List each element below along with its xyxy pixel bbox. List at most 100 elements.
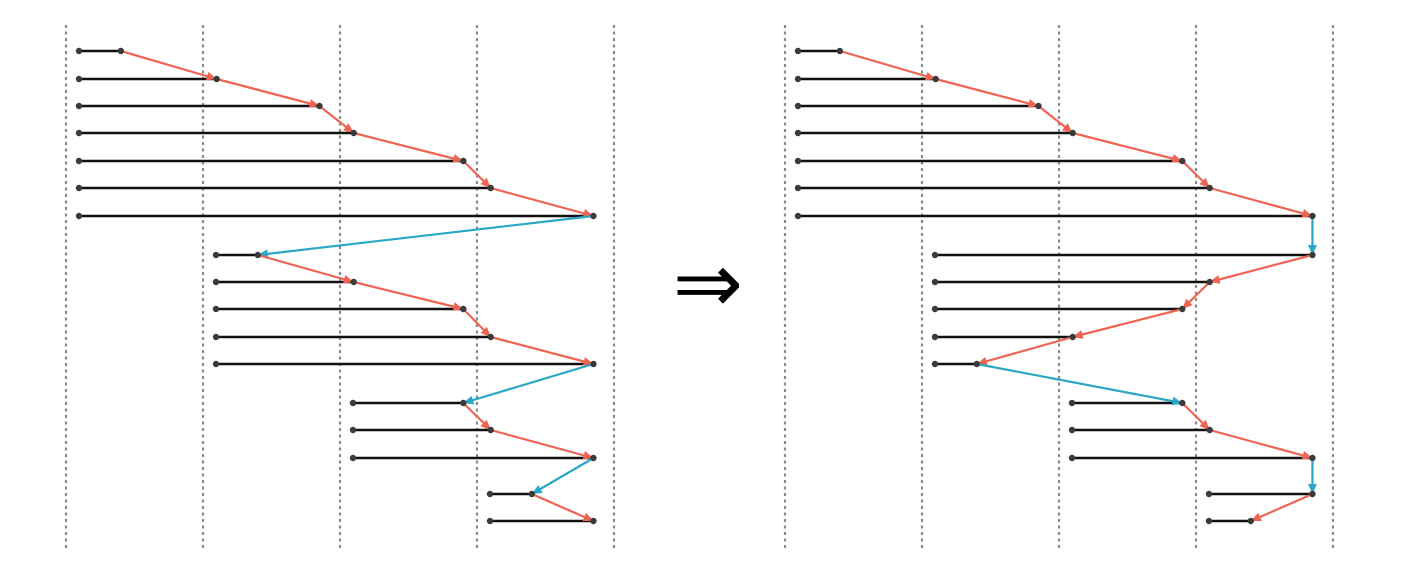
start-dot [75, 212, 83, 220]
end-dot [213, 75, 220, 83]
forward-arrowhead-icon [582, 512, 594, 522]
forward-arrow [353, 131, 464, 163]
forward-arrow [976, 335, 1073, 366]
forward-arrow [120, 49, 218, 81]
forward-arrowhead-icon [1199, 177, 1210, 188]
start-dot [349, 454, 357, 462]
forward-arrowhead-icon [480, 326, 491, 337]
end-dot [1206, 184, 1213, 192]
start-dot [931, 278, 939, 286]
forward-arrowhead-icon [1199, 419, 1210, 430]
start-dot [931, 251, 939, 259]
end-dot [1309, 251, 1316, 259]
end-dot [590, 212, 597, 220]
end-dot [1179, 399, 1186, 407]
start-dot [1205, 517, 1213, 525]
start-dot [212, 251, 220, 259]
panel-before [64, 25, 616, 550]
start-dot [794, 184, 802, 192]
start-dot [794, 75, 802, 83]
forward-arrow [216, 77, 320, 108]
start-dot [1068, 454, 1076, 462]
end-dot [590, 360, 597, 368]
start-dot [212, 305, 220, 313]
start-dot [75, 184, 83, 192]
forward-arrowhead-icon [1250, 512, 1262, 522]
start-dot [1068, 426, 1076, 434]
end-dot [1309, 454, 1316, 462]
end-dot [1179, 157, 1186, 165]
start-dot [931, 305, 939, 313]
forward-arrow [1209, 186, 1313, 218]
end-dot [316, 102, 323, 110]
end-dot [836, 47, 843, 55]
forward-arrowhead-icon [480, 419, 491, 430]
end-dot [117, 47, 125, 55]
start-dot [1205, 490, 1213, 498]
end-dot [1069, 129, 1076, 137]
forward-arrowhead-icon [1062, 123, 1073, 133]
reset-arrow [531, 457, 595, 495]
end-dot [1179, 305, 1186, 313]
end-dot [460, 305, 467, 313]
end-dot [1069, 333, 1076, 341]
end-dot [350, 129, 357, 137]
forward-arrow [839, 49, 937, 81]
start-dot [794, 212, 802, 220]
start-dot [75, 129, 83, 137]
start-dot [794, 47, 802, 55]
reset-arrow [462, 362, 594, 405]
end-dot [1035, 102, 1042, 110]
end-dot [590, 517, 597, 525]
end-dot [973, 360, 980, 368]
start-dot [486, 517, 494, 525]
forward-arrow [490, 335, 594, 366]
start-dot [931, 333, 939, 341]
start-dot [212, 360, 220, 368]
end-dot [487, 333, 494, 341]
start-dot [794, 102, 802, 110]
end-dot [487, 426, 494, 434]
reset-arrowhead-icon [1307, 484, 1317, 494]
forward-arrowhead-icon [480, 177, 491, 188]
forward-arrowhead-icon [1182, 298, 1193, 309]
forward-arrow [935, 77, 1039, 108]
start-dot [75, 157, 83, 165]
reset-arrowhead-icon [531, 485, 543, 494]
forward-arrow [1072, 307, 1183, 339]
forward-arrow [1250, 492, 1313, 523]
start-dot [1068, 399, 1076, 407]
forward-arrow [1072, 131, 1183, 163]
end-dot [1309, 212, 1316, 220]
implies-arrow-icon: ⇒ [672, 234, 744, 332]
end-dot [590, 454, 597, 462]
end-dot [1206, 426, 1213, 434]
start-dot [75, 102, 83, 110]
reset-arrow [976, 362, 1183, 405]
start-dot [212, 278, 220, 286]
start-dot [75, 75, 83, 83]
forward-arrow [257, 253, 354, 284]
end-dot [1206, 278, 1213, 286]
panel-after [783, 25, 1335, 550]
forward-arrow [1209, 428, 1313, 460]
end-dot [460, 157, 467, 165]
start-dot [794, 157, 802, 165]
forward-arrow [353, 280, 464, 311]
end-dot [460, 399, 467, 407]
end-dot [1247, 517, 1255, 525]
start-dot [794, 129, 802, 137]
end-dot [528, 490, 535, 498]
end-dot [350, 278, 357, 286]
end-dot [932, 75, 939, 83]
reset-arrowhead-icon [1307, 245, 1317, 255]
end-dot [1309, 490, 1316, 498]
forward-arrow [531, 492, 594, 523]
forward-arrow [490, 428, 594, 460]
reset-arrow [257, 214, 594, 257]
forward-arrow [490, 186, 594, 218]
start-dot [486, 490, 494, 498]
end-dot [487, 184, 494, 192]
start-dot [212, 333, 220, 341]
